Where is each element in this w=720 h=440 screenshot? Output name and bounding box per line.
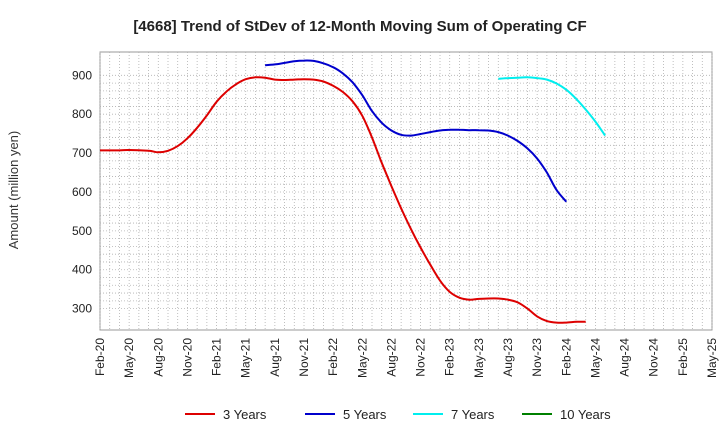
series-line-7-years [498, 76, 606, 137]
series-line-5-years [265, 59, 568, 203]
y-tick-label: 800 [72, 107, 92, 121]
x-tick-label: Aug-24 [618, 338, 632, 377]
x-tick-label: May-22 [355, 338, 369, 378]
legend-label-3-years: 3 Years [223, 407, 267, 422]
x-tick-label: Aug-22 [384, 338, 398, 377]
x-tick-label: Nov-23 [530, 338, 544, 377]
grid-lines [99, 52, 713, 330]
series-lines [99, 59, 606, 324]
x-tick-label: Aug-23 [501, 338, 515, 377]
legend-label-7-years: 7 Years [451, 407, 495, 422]
legend-label-5-years: 5 Years [343, 407, 387, 422]
x-tick-label: Feb-25 [676, 338, 690, 376]
x-tick-label: May-23 [472, 338, 486, 378]
x-tick-label: May-24 [588, 338, 602, 378]
x-tick-label: Feb-23 [443, 338, 457, 376]
x-tick-label: Nov-24 [647, 338, 661, 377]
y-axis-ticks: 300 400 500 600 700 800 900 [72, 68, 92, 315]
series-line-3-years [99, 76, 586, 324]
legend: 3 Years 5 Years 7 Years 10 Years [185, 407, 611, 422]
y-tick-label: 900 [72, 68, 92, 82]
x-tick-label: Feb-20 [93, 338, 107, 376]
y-tick-label: 400 [72, 263, 92, 277]
x-tick-label: Feb-21 [210, 338, 224, 376]
x-tick-label: Aug-21 [268, 338, 282, 377]
y-tick-label: 500 [72, 224, 92, 238]
x-tick-label: May-20 [122, 338, 136, 378]
y-tick-label: 700 [72, 146, 92, 160]
y-tick-label: 600 [72, 185, 92, 199]
plot-area [99, 51, 713, 331]
x-tick-label: May-21 [239, 338, 253, 378]
legend-label-10-years: 10 Years [560, 407, 611, 422]
x-axis-ticks: Feb-20 May-20 Aug-20 Nov-20 Feb-21 May-21 Aug-… [93, 338, 719, 378]
x-tick-label: Aug-20 [151, 338, 165, 377]
y-tick-label: 300 [72, 302, 92, 316]
y-axis-label: Amount (million yen) [6, 131, 21, 250]
x-tick-label: Nov-22 [414, 338, 428, 377]
x-tick-label: Feb-22 [326, 338, 340, 376]
x-tick-label: May-25 [705, 338, 719, 378]
chart-title: [4668] Trend of StDev of 12-Month Moving… [133, 18, 586, 35]
x-tick-label: Feb-24 [559, 338, 573, 376]
x-tick-label: Nov-21 [297, 338, 311, 377]
x-tick-label: Nov-20 [180, 338, 194, 377]
